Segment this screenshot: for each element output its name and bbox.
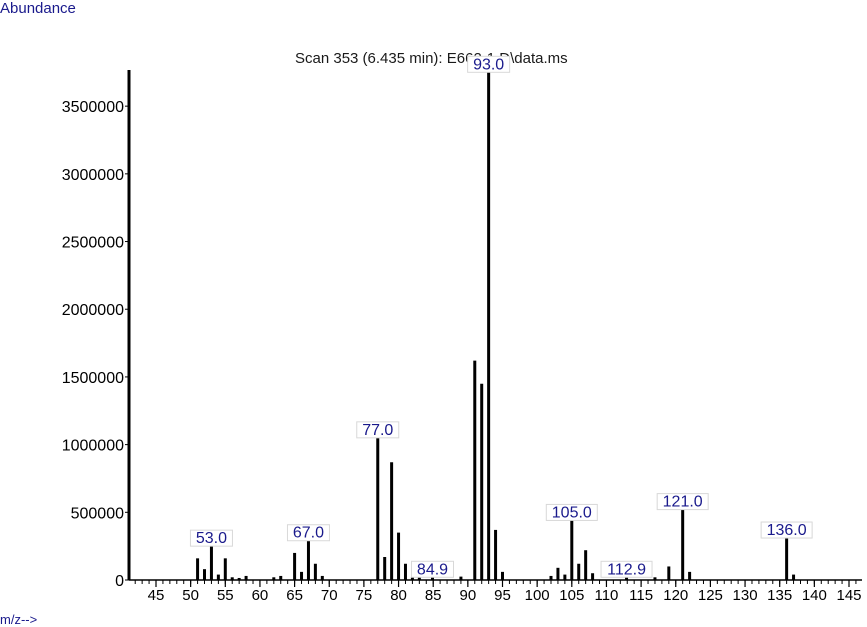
x-tick-label: 70 — [321, 587, 338, 604]
peak-label-box — [545, 503, 598, 521]
peak-label-box — [189, 529, 233, 547]
y-tick-label: 0 — [115, 573, 124, 590]
x-tick-label: 105 — [559, 587, 584, 604]
x-tick-label: 135 — [767, 587, 792, 604]
y-axis-label: Abundance — [0, 0, 76, 17]
peak-label-box — [760, 521, 813, 539]
x-axis-label: m/z--> — [0, 612, 38, 627]
peak-label: 112.9 — [607, 561, 646, 578]
y-tick-label: 1500000 — [62, 370, 124, 387]
x-tick-label: 75 — [356, 587, 373, 604]
x-tick-label: 65 — [286, 587, 303, 604]
axes — [127, 70, 862, 581]
x-tick-label: 140 — [802, 587, 827, 604]
y-ticks: 0 500000 1000000 1500000 2000000 2500000 30000… — [62, 99, 129, 590]
peak-label: 53.0 — [196, 530, 227, 547]
peak-label-box — [286, 524, 330, 542]
x-tick-label: 100 — [525, 587, 550, 604]
y-tick-label: 3500000 — [62, 99, 124, 116]
y-tick-label: 2500000 — [62, 235, 124, 252]
x-tick-label: 90 — [460, 587, 477, 604]
x-tick-label: 95 — [494, 587, 511, 604]
x-tick-label: 60 — [252, 587, 269, 604]
peak-label-box — [656, 493, 709, 511]
peak-label: 84.9 — [417, 561, 448, 578]
x-tick-label: 120 — [663, 587, 688, 604]
peak-label: 93.0 — [473, 56, 504, 73]
y-tick-label: 500000 — [71, 505, 124, 522]
x-tick-label: 45 — [148, 587, 165, 604]
y-tick-label: 3000000 — [62, 167, 124, 184]
x-ticks: 45 50 55 60 65 70 75 80 85 90 95 100 105 110 115 120 125… — [134, 580, 862, 604]
peak-label: 77.0 — [362, 422, 393, 439]
x-tick-label: 55 — [217, 587, 234, 604]
x-tick-label: 80 — [390, 587, 407, 604]
y-tick-label: 2000000 — [62, 302, 124, 319]
x-tick-label: 130 — [733, 587, 758, 604]
peak-label: 67.0 — [293, 525, 324, 542]
x-tick-label: 115 — [629, 587, 653, 604]
peak-label-box — [600, 560, 653, 578]
peak-label-box — [467, 55, 511, 73]
peak-label: 105.0 — [552, 504, 592, 521]
x-tick-label: 110 — [594, 587, 618, 604]
x-tick-label: 145 — [836, 587, 861, 604]
x-tick-label: 125 — [698, 587, 723, 604]
peak-label: 121.0 — [663, 494, 703, 511]
peak-label: 136.0 — [767, 522, 807, 539]
peak-label-box — [356, 421, 400, 439]
x-tick-label: 85 — [425, 587, 442, 604]
peak-labels: 53.0 67.0 77.0 84.9 93.0 105.0 112.9 121.0 136.0 — [189, 55, 813, 578]
x-tick-label: 50 — [182, 587, 199, 604]
peak-label-box — [411, 560, 455, 578]
y-tick-label: 1000000 — [62, 438, 124, 455]
